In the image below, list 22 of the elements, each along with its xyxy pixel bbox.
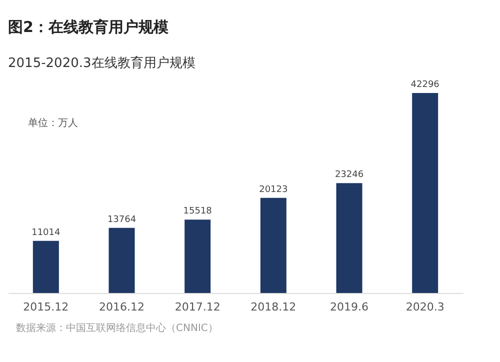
bar: [184, 220, 211, 293]
bar: [260, 198, 286, 293]
bar: [32, 240, 59, 293]
x-tick-label: 2016.12: [99, 300, 144, 314]
x-tick-label: 2020.3: [406, 300, 444, 314]
data-label: 15518: [183, 206, 212, 217]
x-tick-label: 2015.12: [23, 300, 69, 314]
chart-title: 图2：在线教育用户规模: [8, 18, 170, 36]
bar: [336, 183, 362, 293]
annotation: 单位：万人: [28, 117, 78, 129]
data-label: 13764: [107, 214, 136, 225]
x-tick-label: 2017.12: [174, 300, 220, 314]
chart-subtitle: 2015-2020.3在线教育用户规模: [8, 55, 196, 71]
data-label: 23246: [334, 170, 364, 180]
x-tick-label: 2019.6: [330, 300, 368, 314]
data-label: 20123: [259, 184, 288, 195]
x-tick-label: 2018.12: [250, 300, 296, 314]
bar: [108, 228, 135, 293]
bar: [412, 93, 438, 293]
data-label: 42296: [410, 80, 440, 90]
data-label: 11014: [32, 228, 60, 238]
source-note: 数据来源：中国互联网络信息中心（CNNIC）: [16, 322, 218, 334]
